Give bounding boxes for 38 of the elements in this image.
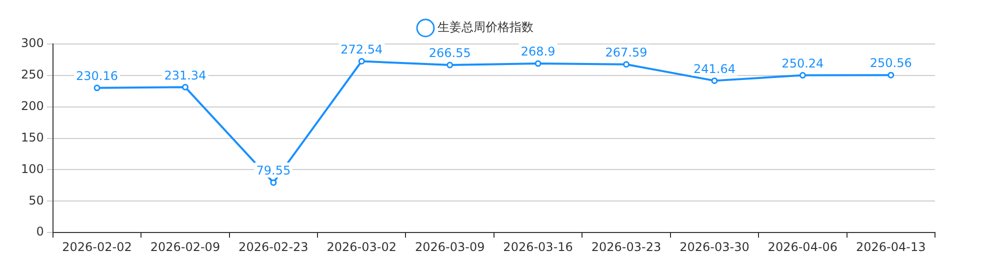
- x-tick-label: 2026-04-06: [768, 240, 838, 254]
- point: [358, 58, 365, 65]
- x-tick-label: 2026-02-02: [62, 240, 132, 254]
- point: [94, 84, 100, 92]
- data-label: 250.56: [870, 56, 912, 70]
- data-label: 250.24: [782, 56, 824, 70]
- y-tick-label: 250: [21, 68, 44, 82]
- x-tick-label: 2026-04-13: [856, 240, 926, 254]
- data-label: 272.54: [340, 42, 383, 56]
- data-label: 267.59: [605, 46, 648, 60]
- data-label: 266.55: [428, 46, 471, 60]
- point: [270, 179, 277, 186]
- y-tick-label: 150: [21, 130, 44, 144]
- y-tick-label: 0: [36, 224, 44, 239]
- point: [888, 72, 894, 78]
- point: [711, 77, 718, 84]
- x-tick-label: 2026-02-23: [238, 240, 308, 254]
- y-tick-label: 50: [28, 193, 44, 208]
- x-tick-label: 2026-03-09: [414, 240, 485, 254]
- data-label: 231.34: [164, 68, 206, 82]
- x-tick-label: 2026-03-16: [503, 240, 573, 254]
- y-tick-label: 200: [21, 98, 44, 113]
- x-tick-label: 2026-03-30: [680, 240, 750, 254]
- data-label: 241.64: [693, 62, 736, 76]
- x-tick-label: 2026-02-09: [150, 240, 220, 254]
- point: [623, 61, 630, 68]
- y-tick-label: 300: [21, 36, 44, 50]
- legend-label: 生姜总周价格指数: [438, 20, 534, 34]
- data-label: 230.16: [76, 69, 118, 84]
- point: [446, 62, 454, 68]
- data-label: 79.55: [256, 164, 291, 178]
- point: [534, 60, 542, 67]
- data-label: 268.9: [520, 44, 556, 59]
- point: [799, 72, 806, 79]
- y-tick-label: 100: [21, 162, 44, 176]
- x-tick-label: 2026-03-02: [326, 240, 397, 254]
- point: [182, 84, 188, 90]
- x-tick-label: 2026-03-23: [591, 240, 662, 254]
